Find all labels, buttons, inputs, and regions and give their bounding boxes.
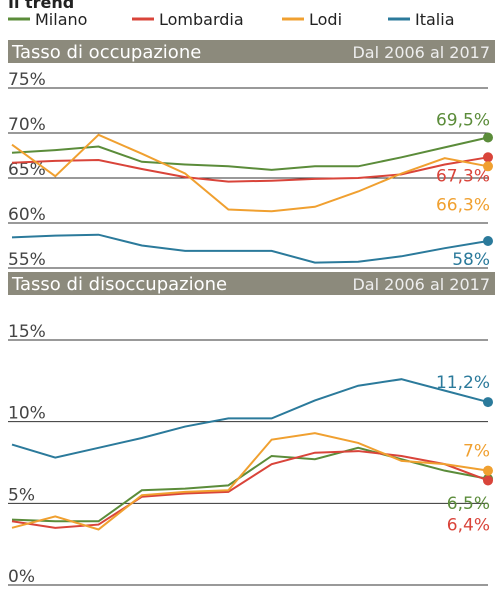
series-line bbox=[12, 138, 488, 170]
value-label: 66,3% bbox=[436, 195, 490, 215]
y-tick-label: 15% bbox=[8, 322, 46, 342]
y-tick-label: 60% bbox=[8, 205, 46, 225]
end-dot bbox=[483, 466, 493, 476]
y-tick-label: 5% bbox=[8, 485, 35, 505]
end-dot bbox=[483, 152, 493, 162]
panel-title: Tasso di occupazione bbox=[11, 42, 201, 63]
y-tick-label: 70% bbox=[8, 115, 46, 135]
y-tick-label: 0% bbox=[8, 567, 35, 587]
series-line bbox=[12, 235, 488, 263]
value-label: 7% bbox=[463, 442, 490, 462]
series-line bbox=[12, 379, 488, 457]
panel-title: Tasso di disoccupazione bbox=[11, 274, 227, 295]
value-label: 67,3% bbox=[436, 166, 490, 186]
end-dot bbox=[483, 133, 493, 143]
panel-subtitle: Dal 2006 al 2017 bbox=[352, 275, 490, 294]
chart: Il trend MilanoLombardiaLodiItaliaTasso … bbox=[0, 0, 495, 594]
legend-label: Lodi bbox=[309, 10, 342, 29]
value-label: 6,5% bbox=[447, 494, 490, 514]
y-tick-label: 10% bbox=[8, 404, 46, 424]
series-line bbox=[12, 433, 488, 529]
y-tick-label: 55% bbox=[8, 250, 46, 270]
legend-label: Lombardia bbox=[159, 10, 244, 29]
y-tick-label: 75% bbox=[8, 70, 46, 90]
end-dot bbox=[483, 475, 493, 485]
value-label: 69,5% bbox=[436, 111, 490, 131]
end-dot bbox=[483, 161, 493, 171]
end-dot bbox=[483, 236, 493, 246]
series-line bbox=[12, 135, 488, 212]
value-label: 58% bbox=[452, 250, 490, 270]
value-label: 11,2% bbox=[436, 373, 490, 393]
value-label: 6,4% bbox=[447, 515, 490, 535]
legend-label: Italia bbox=[415, 10, 455, 29]
legend-label: Milano bbox=[35, 10, 87, 29]
panel-subtitle: Dal 2006 al 2017 bbox=[352, 43, 490, 62]
end-dot bbox=[483, 397, 493, 407]
